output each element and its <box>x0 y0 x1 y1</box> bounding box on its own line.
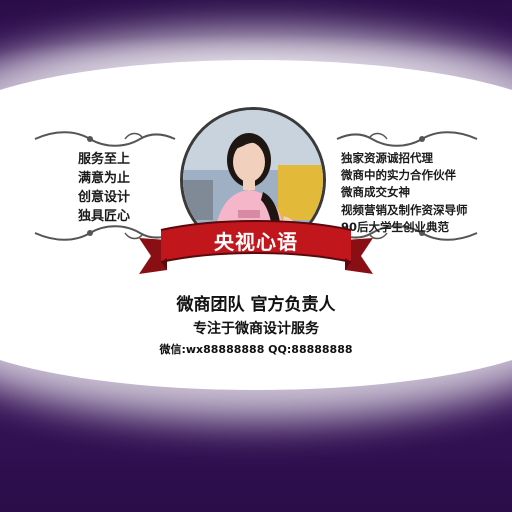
right-feature-item: 视频营销及制作资深导师 <box>341 202 468 217</box>
left-feature-item: 独具匠心 <box>78 209 131 224</box>
left-feature-item: 创意设计 <box>78 190 131 205</box>
left-feature-list: 服务至上 满意为止 创意设计 独具匠心 <box>78 150 130 226</box>
banner-title: 央视心语 <box>214 230 298 254</box>
right-feature-list: 独家资源诚招代理 微商中的实力合作伙伴 微商成交女神 视频营销及制作资深导师 9… <box>341 150 468 236</box>
right-bottom-ornament <box>332 222 482 244</box>
left-feature-item: 满意为止 <box>78 171 131 186</box>
subheadline: 专注于微商设计服务 <box>193 321 319 337</box>
ribbon-banner <box>135 218 377 288</box>
left-bottom-ornament <box>30 222 180 244</box>
right-feature-item: 90后大学生创业典范 <box>341 219 450 234</box>
right-top-ornament <box>332 128 482 150</box>
headline: 微商团队 官方负责人 <box>176 295 336 315</box>
right-feature-item: 微商成交女神 <box>341 185 410 200</box>
right-feature-item: 独家资源诚招代理 <box>341 151 433 165</box>
contact-info: 微信:wx88888888 QQ:88888888 <box>159 343 353 356</box>
right-feature-item: 微商中的实力合作伙伴 <box>341 168 456 183</box>
left-top-ornament <box>30 128 180 150</box>
left-feature-item: 服务至上 <box>78 152 131 167</box>
